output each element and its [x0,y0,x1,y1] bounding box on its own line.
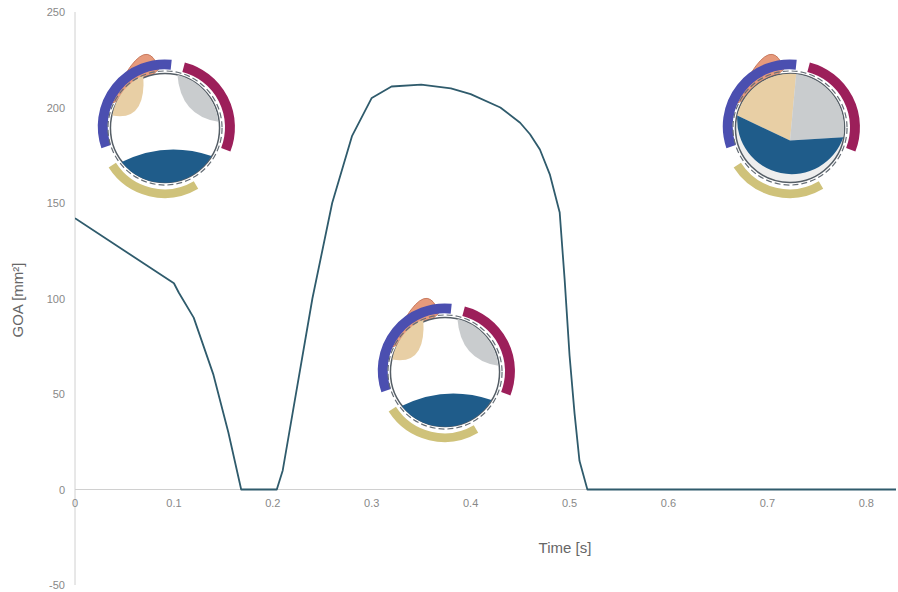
goa-line [75,85,896,490]
x-tick-label: 0 [72,497,78,509]
x-tick-label: 0.6 [661,497,676,509]
y-tick-label: 100 [47,293,65,305]
y-tick-label: -50 [49,579,65,591]
x-tick-label: 0.8 [859,497,874,509]
y-tick-label: 200 [47,102,65,114]
x-tick-label: 0.4 [463,497,478,509]
x-tick-label: 0.5 [562,497,577,509]
y-tick-label: 250 [47,6,65,18]
chart: -50 0 50 100 150 200 250 0 0.1 0.2 0.3 0.4 0.5 0.6 0.7… [0,0,898,592]
plot-area [75,85,896,490]
x-tick-label: 0.1 [166,497,181,509]
y-axis-title: GOA [mm²] [9,263,26,338]
y-tick-label: 150 [47,197,65,209]
x-tick-label: 0.2 [265,497,280,509]
x-tick-label: 0.7 [760,497,775,509]
x-axis-title: Time [s] [539,539,592,556]
valve-inset [728,54,855,193]
valve-inset [383,298,510,437]
y-tick-label: 50 [53,388,65,400]
x-tick-label: 0.3 [364,497,379,509]
valve-inset [103,54,230,193]
y-tick-label: 0 [59,484,65,496]
